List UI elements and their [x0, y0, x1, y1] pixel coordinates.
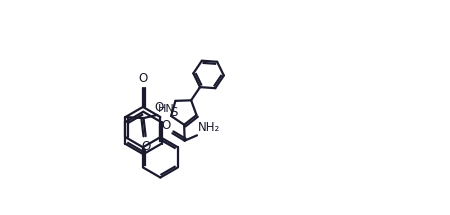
Text: S: S	[170, 106, 177, 118]
Text: O: O	[161, 119, 170, 132]
Text: O: O	[141, 140, 150, 153]
Text: O: O	[155, 101, 164, 114]
Text: O: O	[138, 72, 148, 85]
Text: HN: HN	[158, 104, 175, 114]
Text: NH₂: NH₂	[198, 121, 220, 134]
